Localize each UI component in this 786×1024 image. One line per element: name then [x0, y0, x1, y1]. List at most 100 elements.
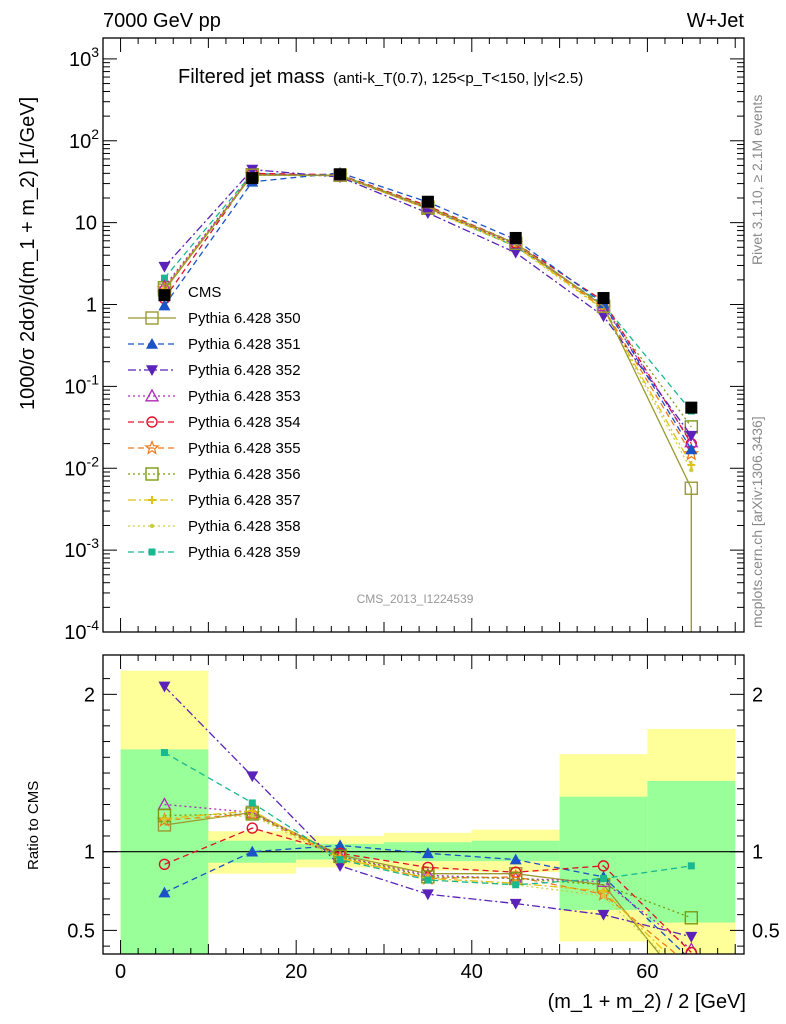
main-y-tick-label: 103	[69, 44, 99, 71]
data-point	[689, 467, 694, 473]
ratio-point	[424, 876, 432, 884]
ratio-point	[246, 771, 259, 783]
ratio-point	[336, 856, 344, 864]
x-tick-label: 40	[461, 961, 483, 983]
data-point	[158, 299, 171, 311]
legend-label: Pythia 6.428 353	[188, 388, 301, 405]
legend-label: Pythia 6.428 350	[188, 310, 301, 327]
main-y-tick-label: 10-3	[64, 535, 99, 562]
legend-label: Pythia 6.428 358	[188, 518, 301, 535]
ratio-point	[246, 845, 259, 857]
legend-label: Pythia 6.428 354	[188, 414, 301, 431]
legend-entry-7: Pythia 6.428 356	[128, 466, 301, 483]
ratio-point	[597, 860, 610, 872]
legend-marker	[148, 548, 156, 556]
data-point	[421, 195, 434, 208]
legend-entry-4: Pythia 6.428 353	[128, 388, 301, 405]
data-point	[685, 430, 698, 442]
legend-entry-10: Pythia 6.428 359	[128, 544, 301, 561]
data-point	[509, 231, 522, 244]
rivet-version-text: Rivet 3.1.10, ≥ 2.1M events	[749, 95, 765, 265]
legend-marker	[146, 338, 158, 349]
legend-entry-9: Pythia 6.428 358	[128, 518, 301, 535]
data-point	[158, 289, 171, 302]
ratio-point	[509, 898, 522, 910]
ratio-point	[160, 749, 168, 757]
main-plot-series	[156, 164, 700, 632]
ratio-point	[684, 911, 699, 925]
ratio-uncertainty-bands	[103, 670, 744, 954]
legend-label: Pythia 6.428 355	[188, 440, 301, 457]
main-y-tick-label: 10-2	[64, 453, 99, 480]
ratio-y-tick-label-left: 1	[84, 842, 95, 864]
legend-entry-8: Pythia 6.428 357	[128, 492, 301, 509]
data-point	[685, 401, 698, 414]
main-y-axis-label: 1000/σ 2dσ)/d(m_1 + m_2) [1/GeV]	[17, 97, 39, 410]
legend-label: CMS	[188, 284, 221, 301]
main-title-sub: (anti-k_T(0.7), 125<p_T<150, |y|<2.5)	[333, 70, 583, 87]
legend-entry-1: Pythia 6.428 350	[128, 310, 301, 327]
ratio-point	[600, 874, 608, 882]
legend-marker	[146, 416, 158, 428]
ratio-point	[158, 858, 171, 870]
ratio-series-line	[164, 827, 692, 953]
main-series-0	[158, 168, 698, 414]
data-point	[597, 292, 610, 305]
header-left: 7000 GeV pp	[103, 10, 221, 32]
data-point	[246, 164, 259, 176]
legend-label: Pythia 6.428 356	[188, 466, 301, 483]
data-point	[597, 311, 610, 323]
legend-label: Pythia 6.428 351	[188, 336, 301, 353]
ratio-y-tick-label-right: 2	[752, 684, 763, 706]
main-y-tick-label: 102	[69, 126, 99, 153]
ratio-series-10	[160, 749, 695, 889]
x-tick-label: 60	[636, 961, 658, 983]
ratio-point	[689, 980, 693, 984]
legend-marker	[146, 365, 158, 376]
ratio-point	[687, 862, 695, 870]
ratio-point	[509, 853, 522, 865]
ratio-point	[158, 886, 171, 898]
ratio-y-tick-label-right: 0.5	[752, 920, 780, 942]
ratio-band-inner	[471, 840, 560, 862]
legend-label: Pythia 6.428 359	[188, 544, 301, 561]
x-axis-label: (m_1 + m_2) / 2 [GeV]	[548, 991, 746, 1013]
ratio-point	[246, 822, 258, 834]
legend-label: Pythia 6.428 357	[188, 492, 301, 509]
ratio-point	[512, 881, 520, 889]
ratio-point	[687, 974, 695, 982]
ratio-point	[685, 931, 698, 943]
ratio-point	[248, 799, 256, 807]
ratio-point	[158, 681, 171, 693]
legend-entry-3: Pythia 6.428 352	[128, 362, 301, 379]
ratio-y-tick-label-right: 1	[752, 842, 763, 864]
axis-ticks: 10-4 10-3 10-2 10-1 1 10 102 103 0 20 40 60 0.5 0.5 1 1…	[64, 38, 780, 983]
ratio-point	[334, 839, 347, 851]
legend-label: Pythia 6.428 352	[188, 362, 301, 379]
main-y-tick-label: 10	[75, 213, 97, 235]
data-point	[160, 274, 168, 282]
x-tick-label: 0	[115, 961, 126, 983]
ratio-point	[250, 813, 255, 818]
x-tick-label: 20	[285, 961, 307, 983]
legend-marker	[148, 496, 156, 504]
ratio-y-tick-label-left: 0.5	[67, 920, 95, 942]
legend-marker	[149, 523, 155, 529]
legend-marker	[145, 311, 159, 325]
legend-marker	[145, 467, 159, 481]
legend-entry-2: Pythia 6.428 351	[128, 336, 301, 353]
data-point	[685, 443, 698, 455]
data-point	[334, 168, 347, 181]
data-point	[158, 261, 171, 273]
main-y-tick-label: 10-1	[64, 371, 99, 398]
ratio-point	[685, 960, 697, 972]
mcplots-text: mcplots.cern.ch [arXiv:1306.3436]	[749, 416, 765, 628]
main-y-tick-label: 10-4	[64, 617, 99, 644]
ratio-point	[601, 893, 606, 898]
header-right: W+Jet	[687, 10, 745, 32]
ratio-point	[597, 909, 610, 921]
ratio-y-axis-label: Ratio to CMS	[25, 781, 42, 870]
main-y-tick-label: 1	[86, 295, 97, 317]
ratio-point	[685, 946, 698, 954]
